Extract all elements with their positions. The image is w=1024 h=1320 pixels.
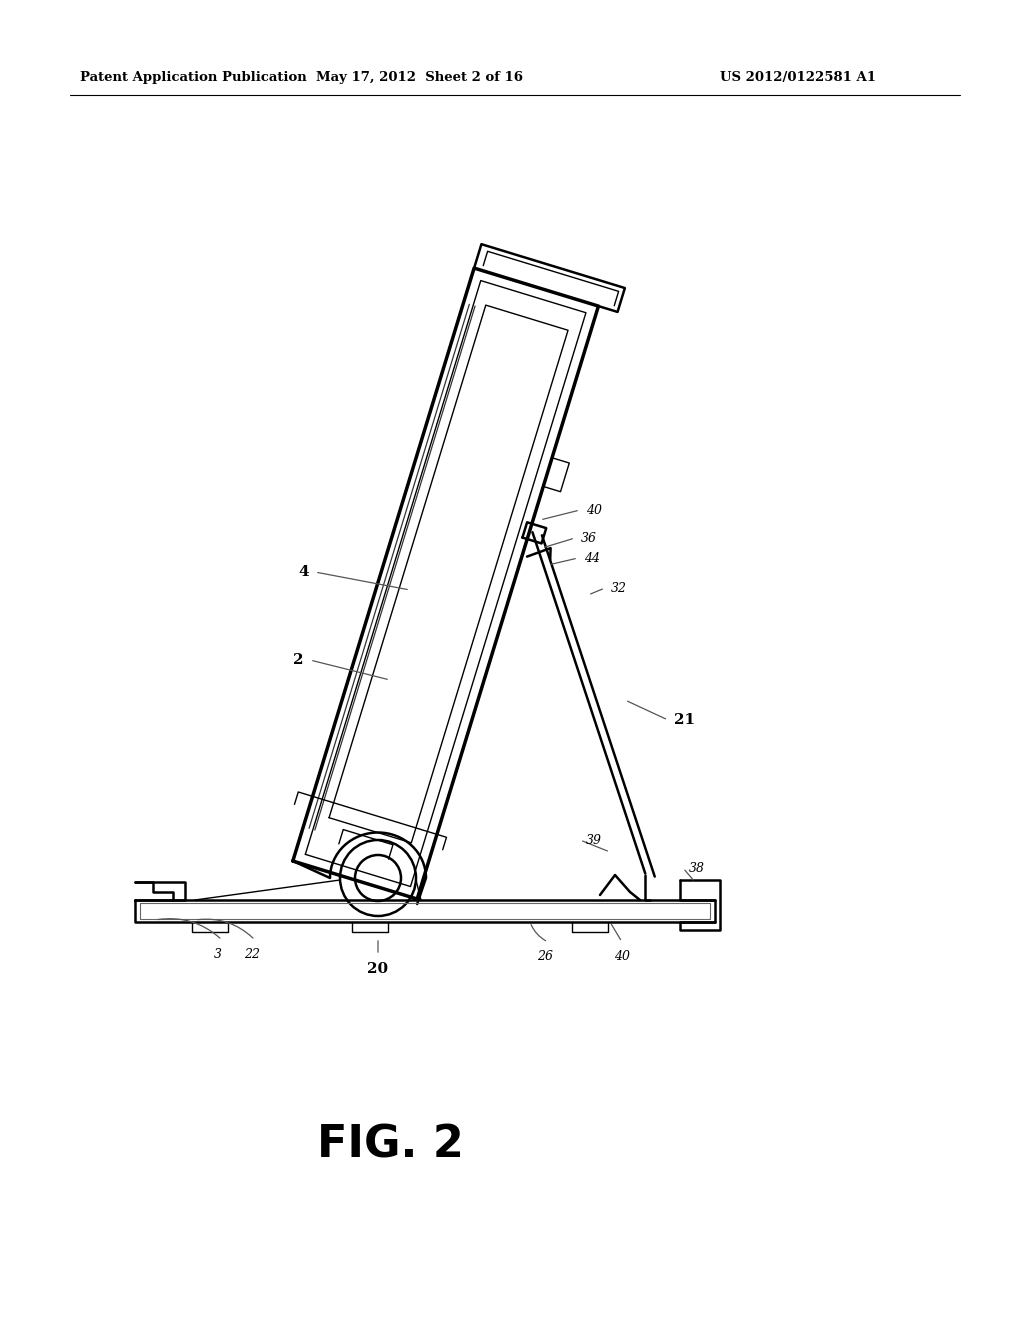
Text: 20: 20 [368, 962, 388, 975]
Text: 40: 40 [586, 503, 602, 516]
Text: US 2012/0122581 A1: US 2012/0122581 A1 [720, 71, 876, 84]
Text: 38: 38 [689, 862, 705, 874]
Text: Patent Application Publication: Patent Application Publication [80, 71, 307, 84]
Text: 2: 2 [294, 653, 304, 667]
Text: May 17, 2012  Sheet 2 of 16: May 17, 2012 Sheet 2 of 16 [316, 71, 523, 84]
Text: 3: 3 [214, 948, 222, 961]
Text: 40: 40 [614, 950, 630, 964]
Text: 44: 44 [584, 552, 600, 565]
Text: FIG. 2: FIG. 2 [316, 1123, 464, 1167]
Text: 21: 21 [674, 713, 695, 727]
Text: 26: 26 [537, 950, 553, 964]
Text: 4: 4 [298, 565, 309, 579]
Text: 22: 22 [244, 948, 260, 961]
Text: 36: 36 [581, 532, 597, 544]
Text: 32: 32 [611, 582, 627, 594]
Text: 39: 39 [586, 833, 602, 846]
